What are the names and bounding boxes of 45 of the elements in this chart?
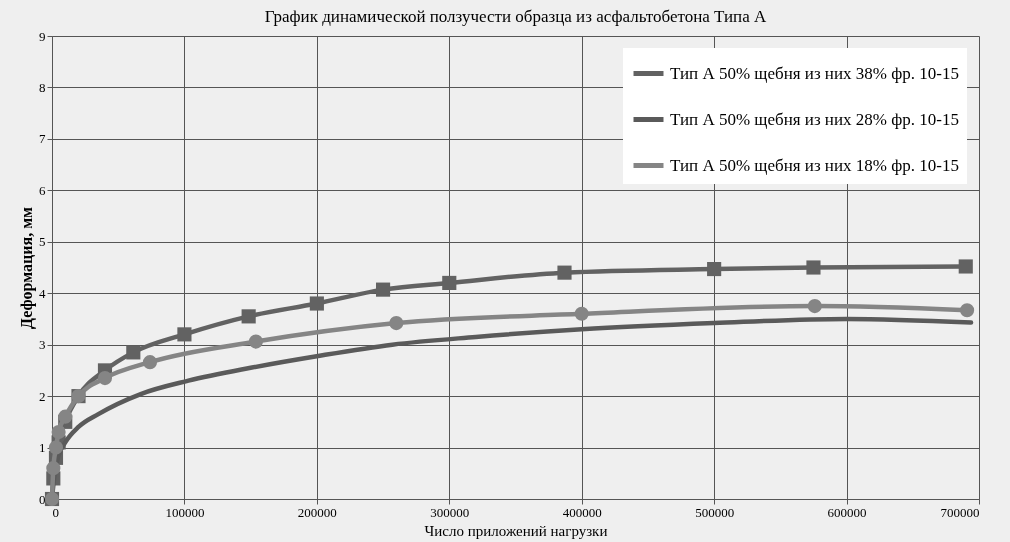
chart-title: График динамической ползучести образца из асфальтобетона Типа А: [264, 7, 767, 26]
y-tick-label: 6: [39, 182, 46, 198]
point: [442, 275, 457, 290]
point: [241, 309, 256, 324]
x-tick-label: 700000: [940, 504, 980, 520]
legend-label: Тип А 50% щебня из них 18% фр. 10-15: [670, 155, 959, 175]
point: [376, 282, 391, 297]
point: [960, 303, 975, 318]
point: [309, 296, 324, 311]
point: [51, 425, 66, 440]
y-axis-title: Деформация, мм: [18, 206, 36, 329]
x-axis-title: Число приложений нагрузки: [424, 522, 608, 539]
point: [574, 306, 589, 321]
x-tick-label: 0: [52, 504, 59, 520]
y-tick-label: 0: [39, 491, 46, 507]
x-tick-label: 400000: [562, 504, 602, 520]
point: [142, 355, 158, 370]
legend-label: Тип А 50% щебня из них 28% фр. 10-15: [670, 109, 959, 129]
point: [48, 440, 64, 455]
y-tick-label: 5: [39, 234, 46, 250]
y-tick-label: 8: [39, 79, 46, 95]
x-tick-label: 600000: [827, 504, 867, 520]
point: [46, 461, 61, 476]
legend-label: Тип А 50% щебня из них 38% фр. 10-15: [670, 63, 959, 83]
point: [389, 316, 404, 331]
point: [806, 260, 821, 275]
y-tick-label: 2: [39, 388, 46, 404]
point: [97, 371, 113, 386]
point: [557, 265, 572, 280]
y-tick-label: 9: [39, 28, 46, 44]
point: [58, 409, 73, 424]
point: [807, 299, 822, 314]
point: [126, 345, 141, 360]
x-tick-label: 200000: [297, 504, 337, 520]
y-tick-label: 4: [39, 285, 46, 301]
y-tick-label: 3: [39, 337, 46, 353]
x-tick-label: 100000: [165, 504, 205, 520]
x-tick-label: 500000: [695, 504, 735, 520]
point: [958, 259, 973, 274]
point: [707, 261, 722, 277]
point: [177, 327, 192, 342]
point: [248, 334, 264, 349]
y-tick-label: 1: [39, 440, 46, 456]
x-tick-label: 300000: [430, 504, 470, 520]
y-tick-label: 7: [39, 131, 46, 147]
